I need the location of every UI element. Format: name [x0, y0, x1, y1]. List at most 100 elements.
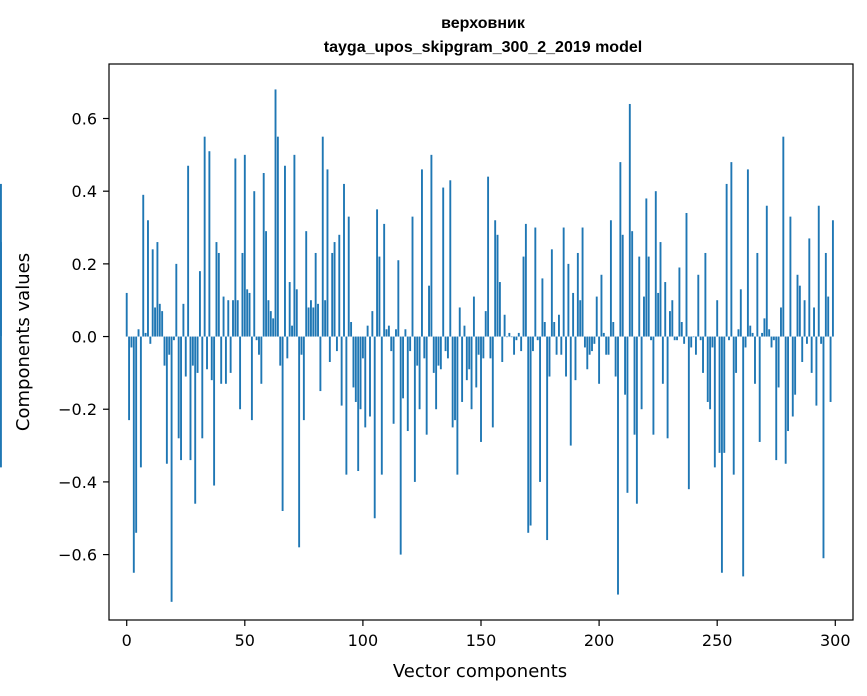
bar — [482, 336, 485, 359]
bar — [480, 336, 482, 442]
bar — [331, 252, 334, 337]
bar — [831, 220, 834, 337]
bar — [397, 260, 400, 337]
bar — [413, 336, 416, 482]
bar — [151, 249, 154, 337]
bar — [248, 292, 251, 337]
bar — [383, 223, 386, 337]
x-tick-label: 50 — [235, 631, 255, 650]
bar — [321, 136, 324, 337]
bar — [135, 336, 138, 533]
bar — [149, 336, 152, 344]
bar — [586, 336, 589, 370]
y-tick-label: 0.4 — [72, 182, 97, 201]
bar-series — [0, 89, 834, 602]
bar — [716, 300, 719, 337]
bar — [439, 336, 442, 370]
bar — [683, 336, 686, 344]
bar — [498, 282, 501, 337]
bar — [772, 336, 775, 341]
bar — [366, 325, 369, 337]
bar — [491, 336, 494, 428]
bar — [562, 227, 565, 337]
bar — [340, 336, 343, 406]
bar — [0, 183, 2, 337]
bar — [286, 336, 289, 359]
bar — [253, 191, 256, 337]
bar — [768, 329, 771, 337]
bar — [250, 336, 253, 421]
bar — [196, 336, 199, 373]
bar — [676, 336, 678, 341]
bar — [276, 136, 279, 337]
bar — [777, 336, 780, 388]
bar — [312, 307, 315, 337]
bar — [829, 336, 832, 402]
y-tick-label: 0.6 — [72, 110, 97, 129]
x-tick-label: 300 — [820, 631, 851, 650]
bar — [671, 300, 674, 337]
bar — [406, 336, 409, 432]
bar — [432, 336, 435, 373]
bar — [756, 252, 759, 337]
bar — [780, 307, 782, 337]
bar — [335, 336, 338, 352]
bar — [161, 311, 164, 337]
bar — [239, 336, 242, 410]
bar — [742, 336, 745, 577]
bar — [579, 300, 582, 337]
bar — [411, 216, 414, 337]
bar — [232, 300, 234, 337]
bar — [236, 300, 239, 337]
bar — [201, 336, 204, 439]
bar — [817, 205, 820, 337]
bar — [234, 158, 237, 337]
y-tick-label: 0.0 — [72, 328, 97, 347]
bar — [784, 336, 787, 464]
bar — [281, 336, 284, 511]
bar — [702, 336, 704, 373]
bar — [302, 336, 305, 421]
bar — [404, 329, 407, 337]
y-axis-label: Components values — [13, 253, 34, 431]
bar — [643, 296, 645, 337]
bar — [697, 274, 700, 337]
bar — [444, 336, 447, 352]
bar — [385, 329, 388, 337]
bar — [704, 252, 707, 337]
bar — [749, 325, 752, 337]
bar — [369, 336, 371, 417]
bar — [189, 336, 192, 461]
bar — [787, 336, 789, 432]
bar — [0, 336, 2, 468]
bar — [827, 296, 830, 337]
bar — [378, 256, 381, 337]
bar — [350, 322, 353, 337]
bar — [458, 307, 461, 337]
bar — [241, 252, 244, 337]
x-tick-label: 150 — [466, 631, 497, 650]
bar — [305, 231, 308, 337]
bar — [619, 162, 622, 337]
bar — [621, 234, 624, 337]
bar — [487, 176, 490, 337]
bar — [529, 336, 532, 526]
bar — [503, 314, 506, 337]
y-tick-label: −0.6 — [58, 546, 97, 565]
bar — [628, 103, 631, 337]
bar — [508, 332, 511, 337]
bar — [139, 336, 142, 468]
bar — [314, 252, 317, 337]
bar — [269, 311, 272, 337]
bar — [402, 336, 404, 399]
bar — [687, 336, 690, 490]
bar — [765, 205, 768, 337]
bar — [163, 336, 166, 366]
bar — [692, 336, 695, 338]
bar — [359, 336, 362, 410]
bar — [548, 336, 551, 377]
x-axis-label: Vector components — [393, 661, 567, 682]
y-tick-label: −0.2 — [58, 400, 97, 419]
bar — [187, 165, 190, 337]
bar — [345, 336, 348, 475]
